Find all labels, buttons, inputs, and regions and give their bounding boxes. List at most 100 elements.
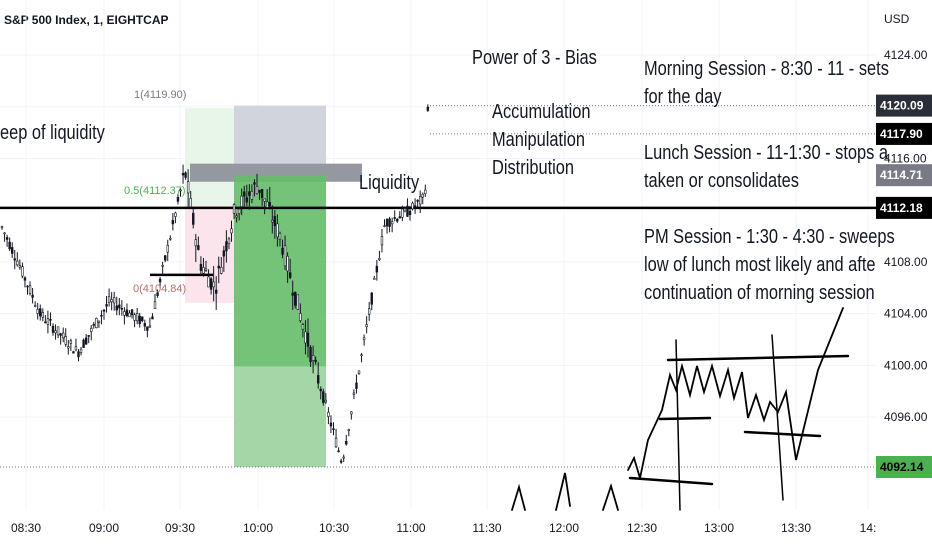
candle-body <box>74 346 78 351</box>
target-zone-1 <box>234 175 326 367</box>
hand-drawn-schematic <box>511 307 850 511</box>
candle-body <box>194 239 197 247</box>
candle-body <box>260 189 264 199</box>
candle-body <box>82 339 85 348</box>
candle-body <box>46 318 50 325</box>
candle-body <box>161 264 164 267</box>
price-tag-bg <box>876 122 932 145</box>
candle-body <box>56 326 60 336</box>
candle-body <box>5 237 9 240</box>
fib-label: 0.5(4112.37) <box>124 185 186 197</box>
candle-body <box>225 241 228 252</box>
candle-body <box>36 308 39 314</box>
candle-body <box>327 412 330 417</box>
candle-body <box>403 208 407 212</box>
candle-body <box>138 315 141 324</box>
price-tag-bg <box>876 164 932 187</box>
candle-body <box>263 198 266 202</box>
candle-body <box>179 189 182 192</box>
candle-body <box>424 189 427 195</box>
candle-body <box>151 316 154 320</box>
morning-session-line1: Morning Session - 8:30 - 11 - sets <box>644 58 889 80</box>
candle-body <box>388 218 391 227</box>
candle-body <box>281 247 284 255</box>
candle-body <box>0 226 4 229</box>
candle-body <box>365 324 368 327</box>
candle-body <box>174 212 177 217</box>
candle-body <box>13 258 16 261</box>
pm-session-line1: PM Session - 1:30 - 4:30 - sweeps <box>644 226 895 248</box>
candle-body <box>100 314 103 317</box>
price-tick-label: 4104.00 <box>884 307 928 321</box>
price-tag-label: 4092.14 <box>880 460 924 474</box>
candle-body <box>230 228 233 234</box>
sketch-stroke <box>602 482 619 511</box>
candle-body <box>110 299 113 303</box>
candle-body <box>202 267 205 274</box>
candle-body <box>217 265 220 269</box>
price-axis[interactable]: 4124.004120.004116.004108.004104.004100.… <box>884 48 928 424</box>
candle-body <box>316 375 320 384</box>
candle-body <box>64 336 67 345</box>
candle-body <box>21 266 24 277</box>
candle-body <box>204 268 208 271</box>
candle-body <box>273 216 277 227</box>
candle-body <box>186 181 190 194</box>
candle-body <box>375 265 379 273</box>
candle-body <box>120 308 124 310</box>
candle-body <box>16 260 19 266</box>
manipulation-note: Manipulation <box>492 129 586 151</box>
candle-body <box>329 422 333 427</box>
candle-body <box>227 238 231 245</box>
candle-body <box>322 391 325 403</box>
candle-body <box>418 196 422 205</box>
time-tick-label: 12:30 <box>627 521 657 535</box>
candle-body <box>237 208 241 214</box>
candle-body <box>90 327 93 332</box>
candle-body <box>61 332 65 339</box>
candle-body <box>240 195 243 207</box>
candle-body <box>396 218 399 222</box>
candle-body <box>169 238 172 240</box>
candle-body <box>44 321 47 324</box>
candle-body <box>345 441 348 445</box>
price-tick-label: 4116.00 <box>884 151 927 165</box>
candle-body <box>301 324 305 330</box>
pm-session-line2: low of lunch most likely and afte <box>644 254 876 276</box>
candle-body <box>373 278 376 280</box>
candle-body <box>51 325 55 333</box>
candle-body <box>197 245 200 250</box>
pm-session-line3: continuation of morning session <box>644 282 875 304</box>
candle-body <box>413 205 417 208</box>
liquidity-note: Liquidity <box>359 172 420 194</box>
price-tag-bg <box>876 94 932 117</box>
candle-body <box>166 244 169 253</box>
time-tick-label: 12:00 <box>549 521 579 535</box>
candle-body <box>288 272 292 278</box>
candle-body <box>207 276 210 288</box>
candle-body <box>408 210 412 215</box>
symbol-title: S&P 500 Index, 1, EIGHTCAP <box>4 13 169 27</box>
candle-body <box>350 411 353 415</box>
candle-body <box>181 173 185 176</box>
price-tag-bg <box>876 456 932 478</box>
accumulation-note: Accumulation <box>492 101 591 123</box>
candle-body <box>215 289 218 294</box>
candle-body <box>133 314 136 321</box>
candle-body <box>33 305 37 307</box>
time-tick-label: 13:00 <box>704 521 734 535</box>
candle-body <box>342 456 345 459</box>
candle-body <box>304 331 307 344</box>
candle-body <box>95 318 98 329</box>
sketch-stroke <box>627 307 844 479</box>
candle-body <box>39 308 42 317</box>
candle-body <box>398 216 401 219</box>
position-zones <box>185 105 362 467</box>
candle-body <box>255 186 259 194</box>
candle-body <box>113 297 116 304</box>
time-axis[interactable]: 08:30 09:00 09:30 10:00 10:30 11:00 11:30 12:00… <box>11 521 876 535</box>
candle-body <box>84 337 88 345</box>
candle-body <box>212 281 215 288</box>
lunch-session-line1: Lunch Session - 11-1:30 - stops a <box>644 142 889 164</box>
